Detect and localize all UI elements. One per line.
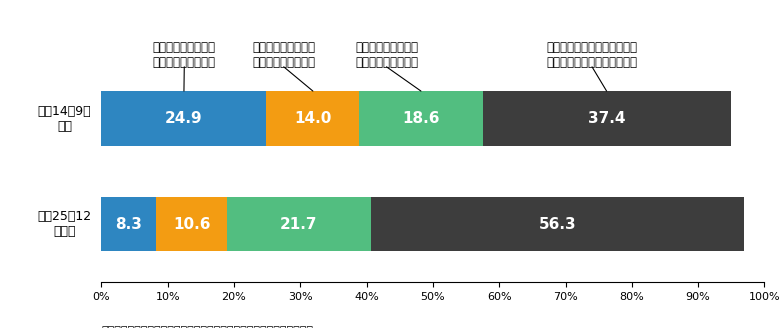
Text: 24.9: 24.9 [165, 111, 203, 126]
Text: 出典：内閣府政府広報室「防災に関する世論調査」をもとに内閣府作成: 出典：内閣府政府広報室「防災に関する世論調査」をもとに内閣府作成 [101, 326, 314, 328]
Text: 10.6: 10.6 [173, 216, 211, 232]
Text: 公助、共助、自助のバランス
が取れた対応をすべきである: 公助、共助、自助のバランス が取れた対応をすべきである [547, 41, 637, 69]
Bar [483, 91, 731, 146]
Text: 8.3: 8.3 [115, 216, 143, 232]
Bar [267, 91, 360, 146]
Bar [360, 91, 483, 146]
Text: 公助に重点を置いた
対応をすべきである: 公助に重点を置いた 対応をすべきである [153, 41, 216, 69]
Bar [101, 196, 157, 252]
Bar [370, 196, 744, 252]
Text: 21.7: 21.7 [280, 216, 317, 232]
Text: 共助に重点を置いた
対応をすべきである: 共助に重点を置いた 対応をすべきである [252, 41, 315, 69]
Bar [101, 91, 267, 146]
Text: 自助に重点を置いた
対応をすべきである: 自助に重点を置いた 対応をすべきである [355, 41, 418, 69]
Text: 平成25年12
月調査: 平成25年12 月調査 [37, 210, 91, 238]
Text: 平成14年9月
調査: 平成14年9月 調査 [38, 105, 91, 133]
Text: 37.4: 37.4 [588, 111, 626, 126]
Bar [157, 196, 227, 252]
Text: 56.3: 56.3 [538, 216, 576, 232]
Bar [227, 196, 370, 252]
Text: 14.0: 14.0 [294, 111, 332, 126]
Text: 18.6: 18.6 [402, 111, 440, 126]
